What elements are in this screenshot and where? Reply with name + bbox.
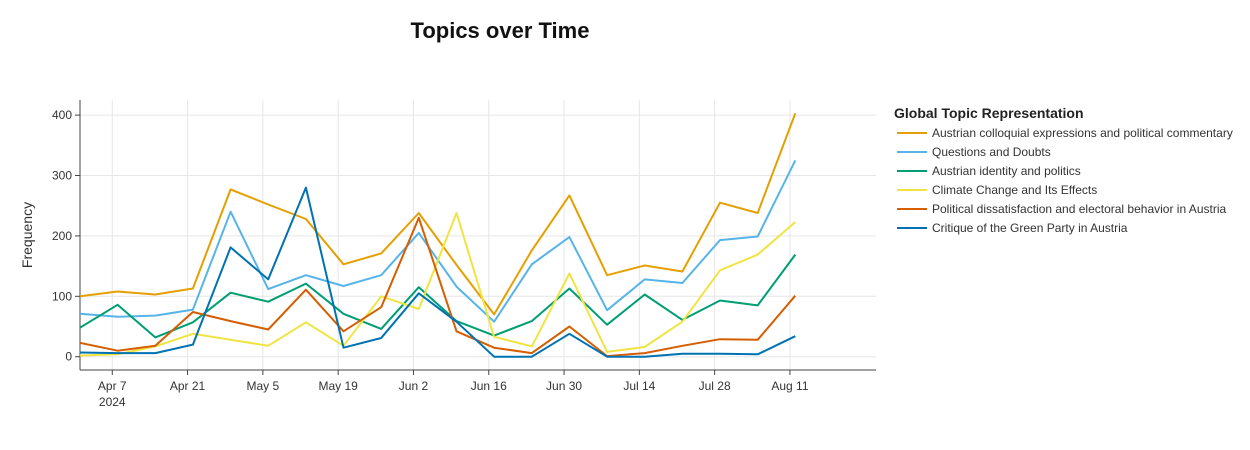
legend-label: Questions and Doubts — [932, 145, 1051, 159]
legend-item-4[interactable]: Climate Change and Its Effects — [897, 183, 1097, 197]
legend-label: Austrian identity and politics — [932, 164, 1081, 178]
series-line-5 — [80, 216, 797, 358]
y-axis-title: Frequency — [19, 202, 35, 268]
series-lines — [80, 112, 797, 358]
series-line-6 — [80, 186, 796, 358]
series-line-4 — [80, 212, 796, 357]
chart-title: Topics over Time — [411, 18, 590, 43]
x-tick-label: May 19 — [318, 379, 358, 393]
series-line-1 — [80, 112, 797, 316]
legend-item-6[interactable]: Critique of the Green Party in Austria — [897, 221, 1128, 235]
x-tick-label: Jun 16 — [471, 379, 507, 393]
legend-item-3[interactable]: Austrian identity and politics — [897, 164, 1081, 178]
legend-label: Political dissatisfaction and electoral … — [932, 202, 1226, 216]
y-tick-label: 100 — [52, 289, 72, 303]
x-tick-label: Apr 7 — [98, 379, 127, 393]
legend-item-1[interactable]: Austrian colloquial expressions and poli… — [897, 126, 1233, 140]
y-tick-label: 200 — [52, 229, 72, 243]
y-tick-label: 0 — [65, 350, 72, 364]
x-tick-label: Jun 2 — [399, 379, 429, 393]
legend[interactable]: Global Topic Representation Austrian col… — [894, 105, 1233, 235]
x-year-label: 2024 — [99, 395, 126, 409]
y-tick-label: 300 — [52, 169, 72, 183]
axes: 0 100 200 300 400 Apr 7 Apr 21 May 5 May 19 Jun 2… — [52, 100, 876, 409]
legend-title: Global Topic Representation — [894, 105, 1084, 121]
series-line-3 — [80, 254, 797, 339]
legend-label: Austrian colloquial expressions and poli… — [932, 126, 1233, 140]
legend-label: Climate Change and Its Effects — [932, 183, 1097, 197]
x-tick-label: Aug 11 — [771, 379, 808, 393]
x-tick-label: Jul 14 — [623, 379, 655, 393]
x-tick-label: Apr 21 — [170, 379, 206, 393]
x-tick-label: May 5 — [247, 379, 280, 393]
x-tick-label: Jun 30 — [546, 379, 582, 393]
legend-label: Critique of the Green Party in Austria — [932, 221, 1128, 235]
legend-item-2[interactable]: Questions and Doubts — [897, 145, 1051, 159]
x-tick-label: Jul 28 — [699, 379, 731, 393]
legend-item-5[interactable]: Political dissatisfaction and electoral … — [897, 202, 1226, 216]
y-tick-label: 400 — [52, 108, 72, 122]
